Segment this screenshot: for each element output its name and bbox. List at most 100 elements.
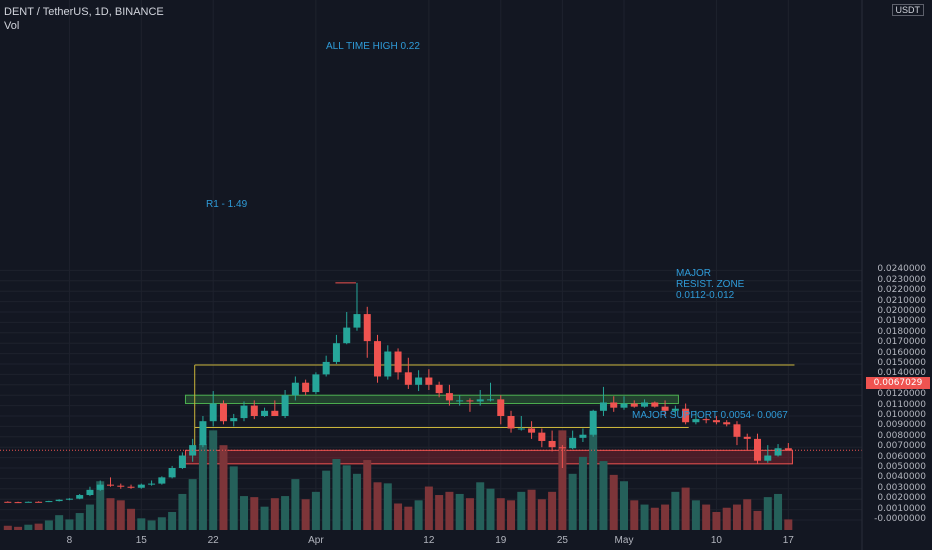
candle-body <box>743 436 751 439</box>
candle-body <box>76 495 84 499</box>
candle-body <box>569 437 577 449</box>
candle-body <box>589 410 597 435</box>
price-tick-label: 0.0240000 <box>877 264 926 275</box>
candle-body <box>630 403 638 407</box>
candle-body <box>219 403 227 422</box>
time-tick-label: May <box>614 535 634 546</box>
candle-body <box>117 485 125 487</box>
candle-body <box>209 403 217 422</box>
volume-bar <box>281 496 290 530</box>
support-annotation: MAJOR SUPPORT 0.0054- 0.0067 <box>632 410 788 421</box>
volume-bar <box>127 508 136 530</box>
price-tick-label: 0.0060000 <box>877 451 926 462</box>
volume-bar <box>3 525 12 530</box>
volume-bar <box>96 481 105 530</box>
volume-bar <box>322 470 331 530</box>
price-tick-label: 0.0110000 <box>877 399 926 410</box>
time-tick-label: 12 <box>423 535 435 546</box>
candle-body <box>754 438 762 461</box>
candle-body <box>24 501 32 503</box>
candle-body <box>240 405 248 419</box>
volume-bar <box>137 518 146 530</box>
volume-bar <box>609 474 618 530</box>
volume-bar <box>661 504 670 530</box>
price-tick-label: 0.0090000 <box>877 420 926 431</box>
candle-body <box>291 382 299 396</box>
time-tick-label: 17 <box>782 535 794 546</box>
volume-bar <box>44 520 53 530</box>
resistance-line-2: RESIST. ZONE <box>676 279 745 290</box>
candle-body <box>599 402 607 411</box>
candle-body <box>712 420 720 423</box>
candle-body <box>456 400 464 402</box>
candle-body <box>261 410 269 416</box>
price-tick-label: 0.0120000 <box>877 389 926 400</box>
candle-body <box>692 419 700 423</box>
volume-bar <box>784 519 793 530</box>
price-tick-label: 0.0020000 <box>877 493 926 504</box>
price-tick-label: 0.0010000 <box>877 503 926 514</box>
candle-body <box>302 382 310 393</box>
volume-bar <box>630 500 639 530</box>
volume-bar <box>568 473 577 530</box>
resistance-annotation: MAJOR RESIST. ZONE 0.0112-0.012 <box>676 268 744 301</box>
volume-bar <box>599 461 608 530</box>
candle-body <box>271 410 279 416</box>
volume-bar <box>34 523 43 530</box>
candle-body <box>35 501 43 503</box>
candle-body <box>127 486 135 488</box>
volume-bar <box>342 465 351 530</box>
candle-body <box>137 484 145 488</box>
currency-badge[interactable]: USDT <box>891 4 924 16</box>
resistance-line-1: MAJOR <box>676 268 711 279</box>
price-tick-label: 0.0070000 <box>877 441 926 452</box>
price-tick-label: 0.0050000 <box>877 462 926 472</box>
support-zone-box <box>184 449 793 465</box>
candle-body <box>610 402 618 408</box>
price-tick-label: 0.0040000 <box>877 472 926 483</box>
candle-body <box>312 374 320 393</box>
candle-body <box>384 351 392 377</box>
volume-bar <box>270 498 279 530</box>
candle-body <box>620 403 628 408</box>
time-tick-label: 10 <box>710 535 722 546</box>
candle-body <box>343 327 351 344</box>
volume-bar <box>24 524 33 530</box>
volume-bar <box>753 510 762 530</box>
candle-body <box>558 447 566 449</box>
time-tick-label: 15 <box>135 535 147 546</box>
candle-body <box>764 455 772 461</box>
price-tick-label: 0.0140000 <box>877 368 926 379</box>
candle-body <box>425 377 433 385</box>
price-tick-label: 0.0220000 <box>877 285 926 296</box>
volume-bar <box>219 445 228 530</box>
volume-bar <box>404 506 413 530</box>
volume-bar <box>373 482 382 530</box>
volume-bars <box>3 429 793 530</box>
volume-bar <box>198 444 207 530</box>
candle-body <box>14 502 22 504</box>
candle-body <box>641 402 649 407</box>
volume-bar <box>445 491 454 530</box>
volume-bar <box>702 504 711 530</box>
volume-bar <box>116 500 125 530</box>
volume-bar <box>394 503 403 530</box>
price-tick-label: 0.0100000 <box>877 410 926 420</box>
volume-bar <box>352 473 361 530</box>
volume-bar <box>465 498 474 530</box>
price-tick-label: 0.0160000 <box>877 347 926 358</box>
volume-bar <box>250 497 259 530</box>
volume-bar <box>414 500 423 530</box>
time-tick-label: Apr <box>308 535 324 546</box>
volume-bar <box>743 499 752 530</box>
symbol-title: DENT / TetherUS, 1D, BINANCE <box>4 6 164 18</box>
candle-body <box>250 405 258 416</box>
time-tick-label: 22 <box>207 535 219 546</box>
candle-body <box>55 499 63 502</box>
candle-body <box>415 377 423 385</box>
candle-body <box>476 399 484 402</box>
volume-bar <box>157 517 166 530</box>
candle-body <box>651 402 659 407</box>
volume-bar <box>85 504 94 530</box>
